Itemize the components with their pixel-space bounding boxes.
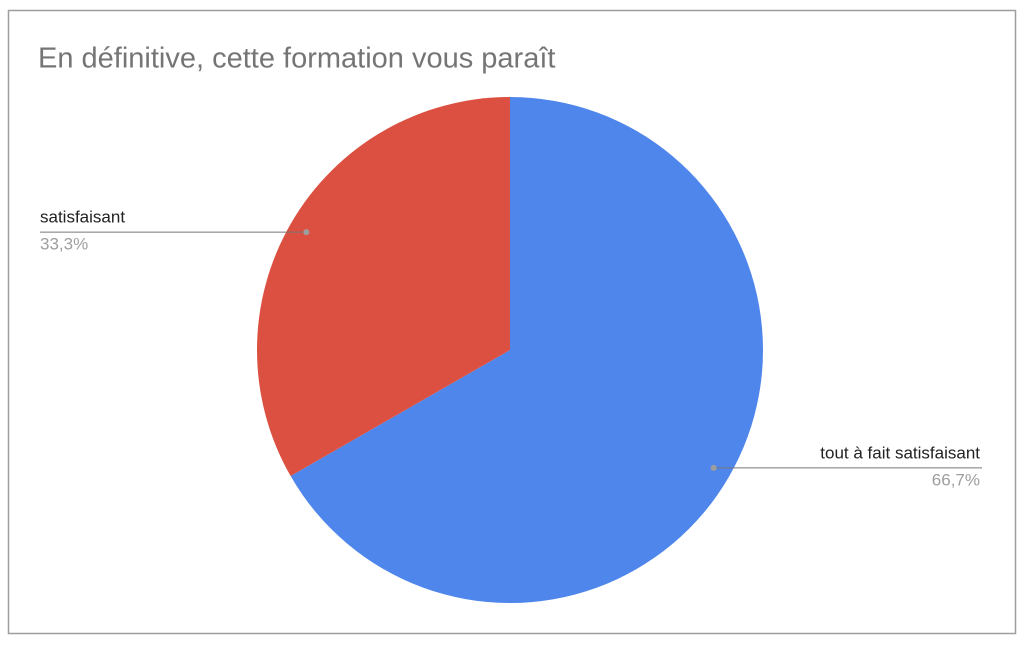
pie-slice [290,97,763,603]
slice-label: satisfaisant [40,208,125,227]
leader-dot [303,229,310,236]
slice-label: tout à fait satisfaisant [820,443,980,462]
leader-dot [710,464,717,471]
pie-slice [256,97,510,477]
slice-value-label: 33,3% [40,235,88,254]
chart-title: En définitive, cette formation vous para… [38,43,555,75]
slice-value-label: 66,7% [932,470,980,489]
